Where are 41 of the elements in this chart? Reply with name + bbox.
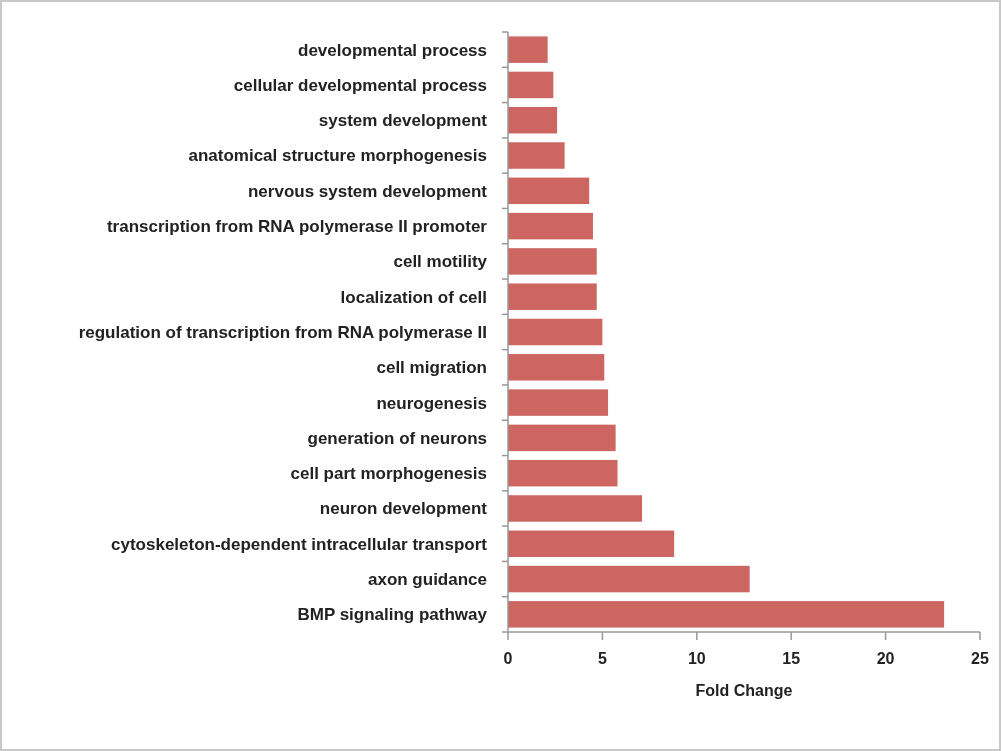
y-tick-label: cell part morphogenesis [290, 464, 487, 484]
y-tick-label: generation of neurons [307, 428, 487, 448]
x-tick-label: 15 [782, 650, 801, 667]
bar [508, 601, 945, 628]
y-tick-label: localization of cell [340, 287, 487, 307]
bar [508, 424, 616, 452]
y-tick-label: developmental process [298, 40, 487, 60]
y-tick-label: system development [318, 111, 488, 131]
y-tick-label: anatomical structure morphogenesis [188, 146, 487, 166]
bar [508, 565, 750, 593]
x-tick-label: 25 [971, 650, 989, 667]
y-tick-label: cell motility [393, 252, 488, 272]
y-tick-label: BMP signaling pathway [297, 605, 488, 625]
bar [508, 107, 558, 134]
bar [508, 389, 609, 416]
bar [508, 495, 643, 522]
bar [508, 530, 675, 557]
y-tick-label: cytoskeleton-dependent intracellular transport [111, 534, 488, 554]
x-axis-title: Fold Change [695, 682, 793, 699]
bar [508, 71, 554, 99]
y-tick-label: axon guidance [367, 570, 487, 590]
bar [508, 459, 618, 487]
y-tick-label: cellular developmental process [233, 75, 487, 95]
y-tick-label: regulation of transcription from RNA polymerase II [78, 322, 487, 342]
bar [508, 36, 548, 63]
y-tick-label: transcription from RNA polymerase II promoter [106, 217, 488, 237]
x-tick-label: 10 [687, 650, 706, 667]
y-tick-label: cell migration [376, 358, 487, 378]
bar [508, 354, 605, 381]
bar [508, 212, 593, 240]
bar [508, 318, 603, 346]
x-tick-label: 5 [597, 650, 607, 667]
y-tick-label: neurogenesis [376, 393, 487, 413]
x-tick-label: 0 [503, 650, 513, 667]
bar [508, 283, 597, 310]
x-tick-label: 20 [876, 650, 895, 667]
bar [508, 177, 590, 205]
y-tick-label: nervous system development [247, 181, 488, 201]
bar [508, 248, 597, 275]
bar [508, 142, 565, 169]
y-tick-label: neuron development [319, 499, 488, 519]
